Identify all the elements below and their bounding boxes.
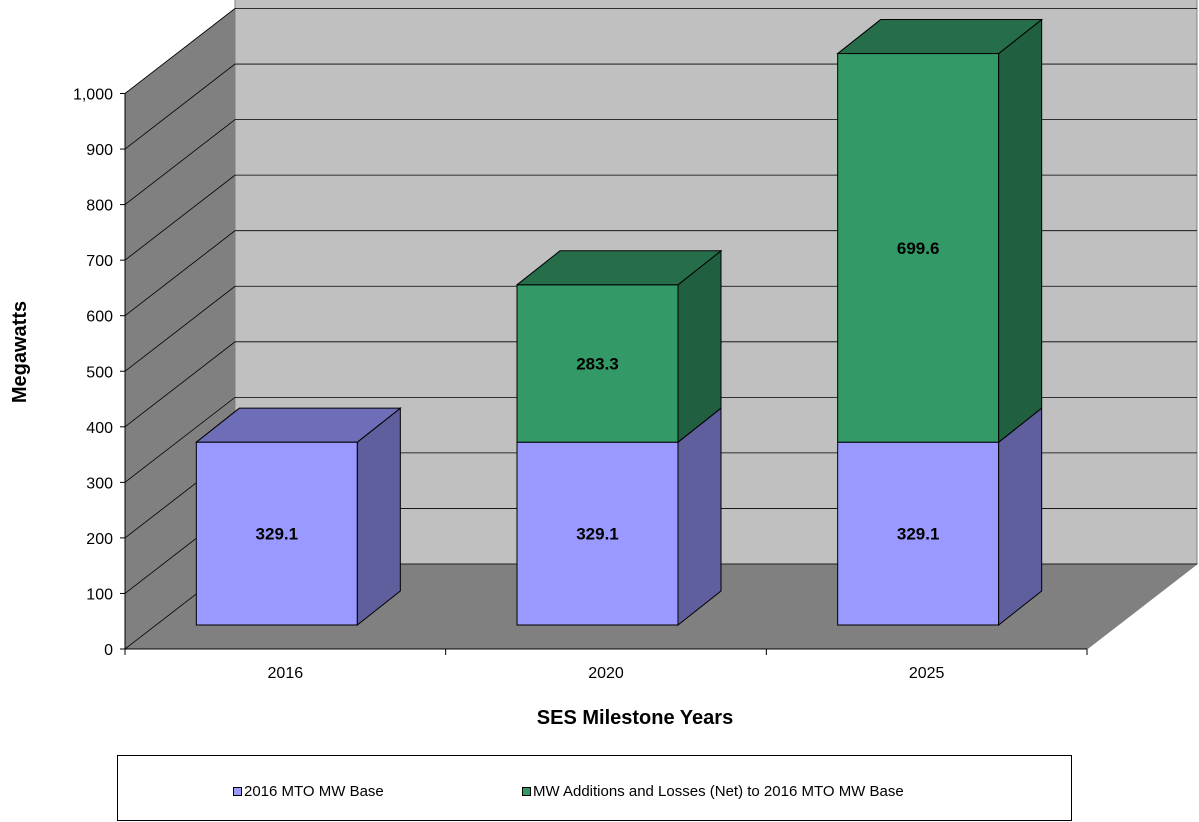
bar-side (356, 407, 401, 627)
y-tick-label: 1,000 (73, 87, 113, 104)
bar-value-label: 699.6 (897, 239, 940, 258)
bar-side (677, 407, 722, 627)
x-tick-label: 2016 (268, 665, 304, 682)
bars (194, 18, 1044, 627)
y-tick-label: 0 (104, 642, 113, 659)
y-tick-label: 100 (86, 586, 113, 603)
y-tick-label: 500 (86, 364, 113, 381)
legend-label-additions: MW Additions and Losses (Net) to 2016 MT… (533, 783, 904, 800)
bar-top (836, 19, 1044, 55)
bar-front (516, 441, 679, 626)
legend: 2016 MTO MW Base MW Additions and Losses… (117, 755, 1072, 821)
bar-value-label: 283.3 (576, 354, 619, 373)
legend-swatch-additions (522, 787, 531, 796)
y-tick-label: 300 (86, 475, 113, 492)
y-tick-label: 200 (86, 531, 113, 548)
bar-side (998, 18, 1043, 444)
legend-item-additions: MW Additions and Losses (Net) to 2016 MT… (522, 783, 904, 800)
x-tick-label: 2025 (909, 665, 945, 682)
axes: 0 100 200 300 400 500 600 700 800 900 1,000 2016 202… (73, 87, 1088, 682)
y-tick-label: 900 (86, 142, 113, 159)
y-tick-label: 800 (86, 198, 113, 215)
bar-front (195, 441, 358, 626)
y-tick-label: 600 (86, 309, 113, 326)
legend-label-base: 2016 MTO MW Base (244, 783, 384, 800)
bar-value-label: 329.1 (576, 525, 619, 544)
bar-front (837, 441, 1000, 626)
y-tick-label: 700 (86, 253, 113, 270)
x-tick-label: 2020 (588, 665, 624, 682)
legend-swatch-base (233, 787, 242, 796)
data-labels: 329.1 329.1 283.3 329.1 699.6 (256, 239, 940, 544)
bar-value-label: 329.1 (256, 525, 299, 544)
bar-value-label: 329.1 (897, 525, 940, 544)
bar-top (194, 407, 402, 443)
bar-side (998, 407, 1043, 627)
bar-front (516, 284, 679, 443)
y-tick-label: 400 (86, 420, 113, 437)
bar-top (515, 250, 723, 286)
y-axis-title: Megawatts (9, 301, 31, 403)
x-axis-title: SES Milestone Years (537, 707, 733, 729)
legend-item-base: 2016 MTO MW Base (233, 783, 384, 800)
gridline (124, 8, 1197, 94)
